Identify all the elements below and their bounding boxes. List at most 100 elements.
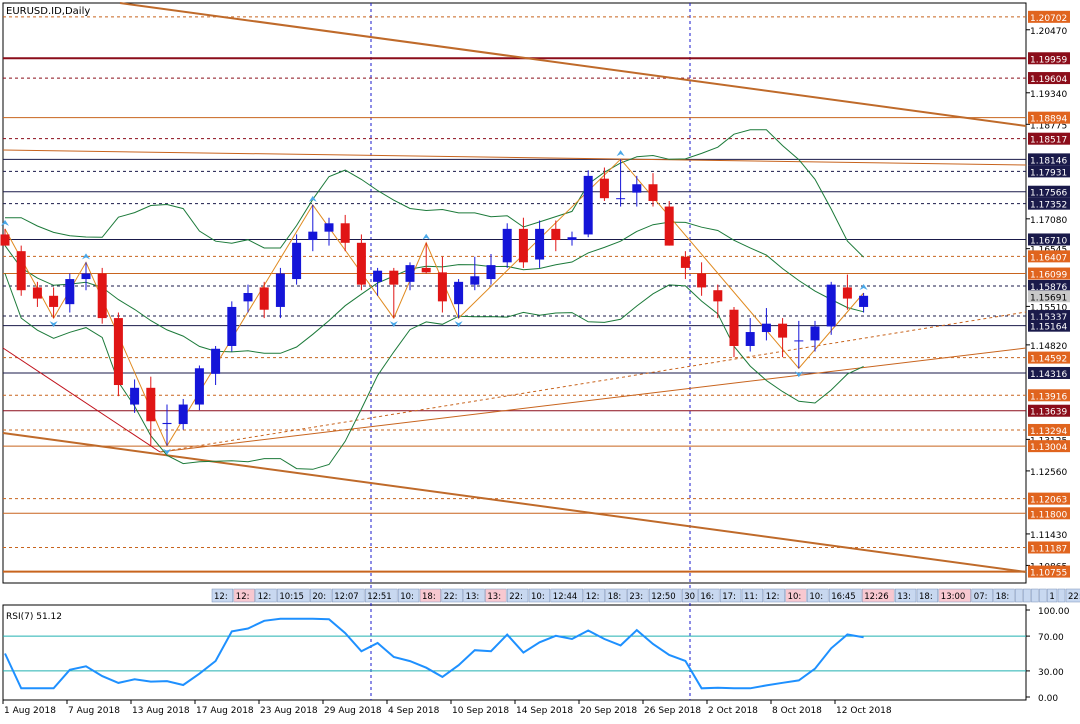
candle-body xyxy=(259,287,269,310)
time-strip-text: 10: xyxy=(788,592,802,602)
level-label-text: 1.13639 xyxy=(1030,408,1067,418)
candle-36 xyxy=(583,170,593,238)
time-strip-text: 12:26 xyxy=(864,592,889,602)
time-strip-cell xyxy=(583,588,605,603)
level-label-text: 1.18894 xyxy=(1030,115,1067,125)
level-label-box xyxy=(1028,565,1070,578)
time-strip-cell xyxy=(463,588,485,603)
candle-38 xyxy=(616,159,626,207)
time-strip-cell xyxy=(485,588,507,603)
level-label-box xyxy=(1028,72,1070,85)
time-strip-text: 12:44 xyxy=(553,592,578,602)
candle-30 xyxy=(486,253,496,285)
level-label-box xyxy=(1028,351,1070,364)
level-label-box xyxy=(1028,132,1070,145)
candle-34 xyxy=(551,220,561,252)
candle-body xyxy=(421,267,431,273)
date-label: 29 Aug 2018 xyxy=(324,706,382,716)
level-label-1.16099: 1.16099 xyxy=(1028,267,1070,281)
candle-body xyxy=(810,326,820,341)
candle-body xyxy=(16,251,26,291)
level-label-text: 1.11800 xyxy=(1030,510,1067,520)
time-strip: 12: 12: 12: 10:15 20: 12:07 12:51 10: 18: 22: 13: 1… xyxy=(211,588,1080,603)
candle-52 xyxy=(842,274,852,310)
level-label-text: 1.16710 xyxy=(1030,236,1067,246)
time-strip-cell xyxy=(277,588,310,603)
candle-22 xyxy=(356,234,366,291)
level-label-1.18894: 1.18894 xyxy=(1028,111,1070,125)
date-axis: 1 Aug 2018 7 Aug 2018 13 Aug 2018 17 Aug 20… xyxy=(2,700,892,716)
time-strip-cell xyxy=(894,588,917,603)
candle-body xyxy=(616,198,626,200)
level-label-text: 1.13004 xyxy=(1030,443,1067,453)
date-label: 2 Oct 2018 xyxy=(708,706,758,716)
time-strip-text: 12:50 xyxy=(651,592,676,602)
level-label-box xyxy=(1028,290,1070,303)
time-strip-cell xyxy=(1039,588,1047,603)
time-strip-cell xyxy=(1065,588,1080,603)
time-strip-cell xyxy=(698,588,720,603)
level-label-1.15691: 1.15691 xyxy=(1028,290,1070,303)
candle-16 xyxy=(259,281,269,319)
time-strip-text: 12:07 xyxy=(334,592,359,602)
time-strip-cell xyxy=(1057,588,1066,603)
date-label: 4 Sep 2018 xyxy=(388,706,440,716)
level-label-text: 1.12063 xyxy=(1030,496,1067,506)
time-strip-cell xyxy=(605,588,627,603)
level-label-text: 1.15337 xyxy=(1030,313,1067,323)
time-strip-cell xyxy=(528,588,551,603)
candle-body xyxy=(405,265,415,282)
candle-body xyxy=(275,273,285,307)
candle-1 xyxy=(16,245,26,296)
swing-arrow-4 xyxy=(308,195,317,202)
candle-body xyxy=(599,178,609,199)
level-label-text: 1.14592 xyxy=(1030,355,1067,365)
time-strip-cell xyxy=(916,588,939,603)
time-strip-cell xyxy=(763,588,785,603)
swing-arrow-2 xyxy=(82,253,90,260)
candle-body xyxy=(308,231,318,241)
candle-14 xyxy=(227,301,237,352)
bollinger-lower-band xyxy=(4,273,864,470)
time-strip-text: 10: xyxy=(531,592,545,602)
candle-body xyxy=(97,273,107,319)
candle-47 xyxy=(761,308,771,341)
level-label-text: 1.10755 xyxy=(1030,569,1067,579)
candle-body xyxy=(324,223,334,232)
bollinger-upper-band xyxy=(5,129,864,258)
time-strip-text: 1 xyxy=(1049,592,1054,602)
time-strip-cell xyxy=(807,588,829,603)
level-label-1.10755: 1.10755 xyxy=(1028,565,1070,579)
time-strip-text: 12: xyxy=(766,592,780,602)
candle-body xyxy=(211,348,221,374)
level-label-1.16407: 1.16407 xyxy=(1028,250,1070,263)
level-label-1.13004: 1.13004 xyxy=(1028,440,1070,453)
time-strip-cell xyxy=(938,588,972,603)
level-label-text: 1.16099 xyxy=(1030,271,1067,281)
candle-body xyxy=(32,287,42,299)
candle-3 xyxy=(49,287,59,319)
candle-46 xyxy=(745,318,755,352)
date-label: 7 Aug 2018 xyxy=(68,706,120,716)
time-strip-cell xyxy=(364,588,398,603)
time-strip-text: 12:51 xyxy=(367,592,392,602)
candle-body xyxy=(761,323,771,333)
candle-body xyxy=(437,272,447,302)
level-label-text: 1.17352 xyxy=(1030,201,1067,211)
main-panel-frame xyxy=(2,2,1027,584)
level-label-1.18146: 1.18146 xyxy=(1028,153,1070,166)
level-label-1.15164: 1.15164 xyxy=(1028,319,1070,333)
candle-44 xyxy=(713,284,723,319)
level-label-1.17352: 1.17352 xyxy=(1028,197,1070,211)
candle-body xyxy=(794,340,804,342)
candle-37 xyxy=(599,167,609,201)
level-label-box xyxy=(1028,185,1070,198)
time-strip-text: 12: xyxy=(258,592,272,602)
time-strip-cell xyxy=(648,588,682,603)
level-label-box xyxy=(1028,541,1070,554)
price-tick-label: 1.14820 xyxy=(1030,342,1067,352)
level-label-text: 1.13294 xyxy=(1030,427,1067,437)
uptrend-line-dashed xyxy=(159,311,1027,453)
time-strip-cell xyxy=(255,588,277,603)
level-label-box xyxy=(1028,310,1070,323)
